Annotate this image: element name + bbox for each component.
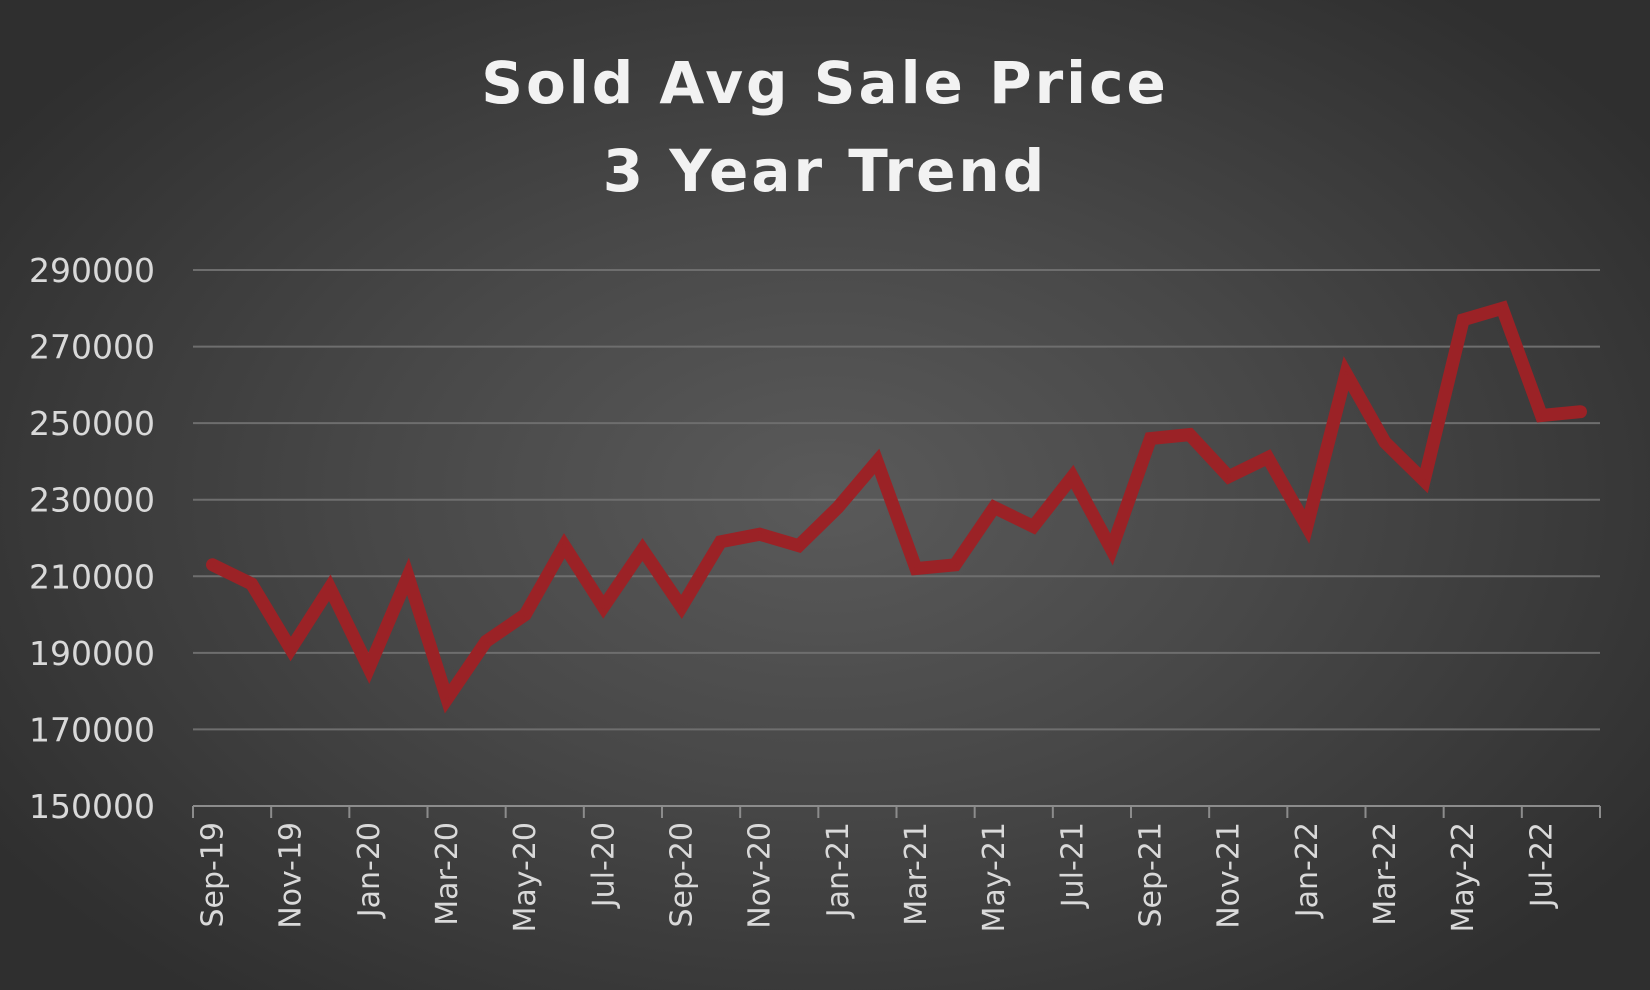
x-axis [192, 805, 1601, 818]
y-tick-label-150000: 150000 [29, 787, 155, 826]
x-tick-label-Nov-19: Nov-19 [274, 822, 309, 929]
y-tick-label-210000: 210000 [29, 557, 155, 596]
data-point-Jul-21 [1070, 474, 1075, 479]
x-tick-label-May-22: May-22 [1446, 822, 1481, 933]
data-point-Oct-21 [1187, 432, 1192, 437]
data-point-Jul-22 [1539, 413, 1544, 418]
data-point-Mar-22 [1383, 440, 1388, 445]
x-tick-label-Jul-22: Jul-22 [1524, 822, 1559, 909]
y-axis-tick-labels: 150000 170000 190000 210000 230000 250000 2700… [29, 251, 155, 826]
y-tick-label-270000: 270000 [29, 328, 155, 367]
series-line [206, 300, 1587, 714]
data-point-Dec-21 [1265, 455, 1270, 460]
x-tick-label-Jan-20: Jan-20 [352, 822, 387, 919]
x-tick-label-Nov-20: Nov-20 [743, 822, 778, 929]
y-tick-label-170000: 170000 [29, 710, 155, 749]
chart-title-line-1: Sold Avg Sale Price [481, 49, 1169, 117]
x-tick-label-May-20: May-20 [508, 822, 543, 933]
data-point-Jan-22 [1304, 524, 1309, 529]
data-point-Feb-20 [405, 574, 410, 579]
data-point-Jun-21 [1031, 524, 1036, 529]
data-point-Aug-20 [640, 547, 645, 552]
data-point-Mar-21 [914, 566, 919, 571]
x-tick-label-Sep-21: Sep-21 [1134, 822, 1169, 928]
data-point-Aug-22 [1578, 409, 1583, 414]
data-point-Apr-21 [953, 562, 958, 567]
x-tick-label-Mar-21: Mar-21 [899, 822, 934, 926]
chart-title: Sold Avg Sale Price 3 Year Trend [481, 49, 1169, 205]
x-tick-label-Sep-19: Sep-19 [196, 822, 231, 928]
data-point-Mar-20 [445, 696, 450, 701]
data-point-May-20 [523, 612, 528, 617]
data-point-Nov-19 [288, 647, 293, 652]
x-tick-label-Nov-21: Nov-21 [1212, 822, 1247, 929]
data-point-Sep-19 [210, 562, 215, 567]
data-point-May-22 [1461, 317, 1466, 322]
data-point-May-21 [992, 505, 997, 510]
y-tick-label-230000: 230000 [29, 481, 155, 520]
data-point-Jul-20 [601, 604, 606, 609]
x-tick-label-Jul-20: Jul-20 [586, 822, 621, 909]
data-point-Sep-20 [679, 604, 684, 609]
y-tick-label-250000: 250000 [29, 404, 155, 443]
data-point-Jan-20 [366, 666, 371, 671]
y-tick-label-290000: 290000 [29, 251, 155, 290]
data-point-Jun-22 [1500, 306, 1505, 311]
data-point-Feb-21 [874, 459, 879, 464]
data-point-Nov-20 [757, 532, 762, 537]
series-line-group [206, 300, 1587, 714]
y-tick-label-190000: 190000 [29, 634, 155, 673]
data-point-Feb-22 [1343, 371, 1348, 376]
x-tick-label-Jan-22: Jan-22 [1290, 822, 1325, 919]
data-point-Jan-21 [835, 505, 840, 510]
data-point-Apr-22 [1422, 478, 1427, 483]
x-tick-label-Mar-20: Mar-20 [430, 822, 465, 926]
data-point-Apr-20 [484, 639, 489, 644]
data-point-Jun-20 [562, 543, 567, 548]
data-point-Sep-21 [1148, 436, 1153, 441]
chart-title-line-2: 3 Year Trend [603, 137, 1047, 205]
data-point-Dec-20 [796, 543, 801, 548]
x-tick-label-May-21: May-21 [977, 822, 1012, 933]
x-tick-label-Jul-21: Jul-21 [1055, 822, 1090, 909]
x-tick-label-Sep-20: Sep-20 [665, 822, 700, 928]
data-point-Oct-20 [718, 539, 723, 544]
data-point-Nov-21 [1226, 474, 1231, 479]
x-tick-label-Mar-22: Mar-22 [1368, 822, 1403, 926]
data-point-Aug-21 [1109, 547, 1114, 552]
data-point-Oct-19 [249, 581, 254, 586]
data-point-Dec-19 [327, 585, 332, 590]
x-tick-label-Jan-21: Jan-21 [821, 822, 856, 919]
x-axis-tick-labels: Sep-19 Nov-19 Jan-20 Mar-20 May-20 Jul-20 Sep-… [196, 822, 1560, 933]
